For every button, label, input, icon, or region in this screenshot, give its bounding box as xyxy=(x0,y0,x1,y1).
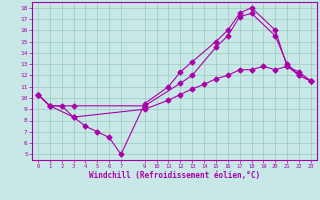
X-axis label: Windchill (Refroidissement éolien,°C): Windchill (Refroidissement éolien,°C) xyxy=(89,171,260,180)
